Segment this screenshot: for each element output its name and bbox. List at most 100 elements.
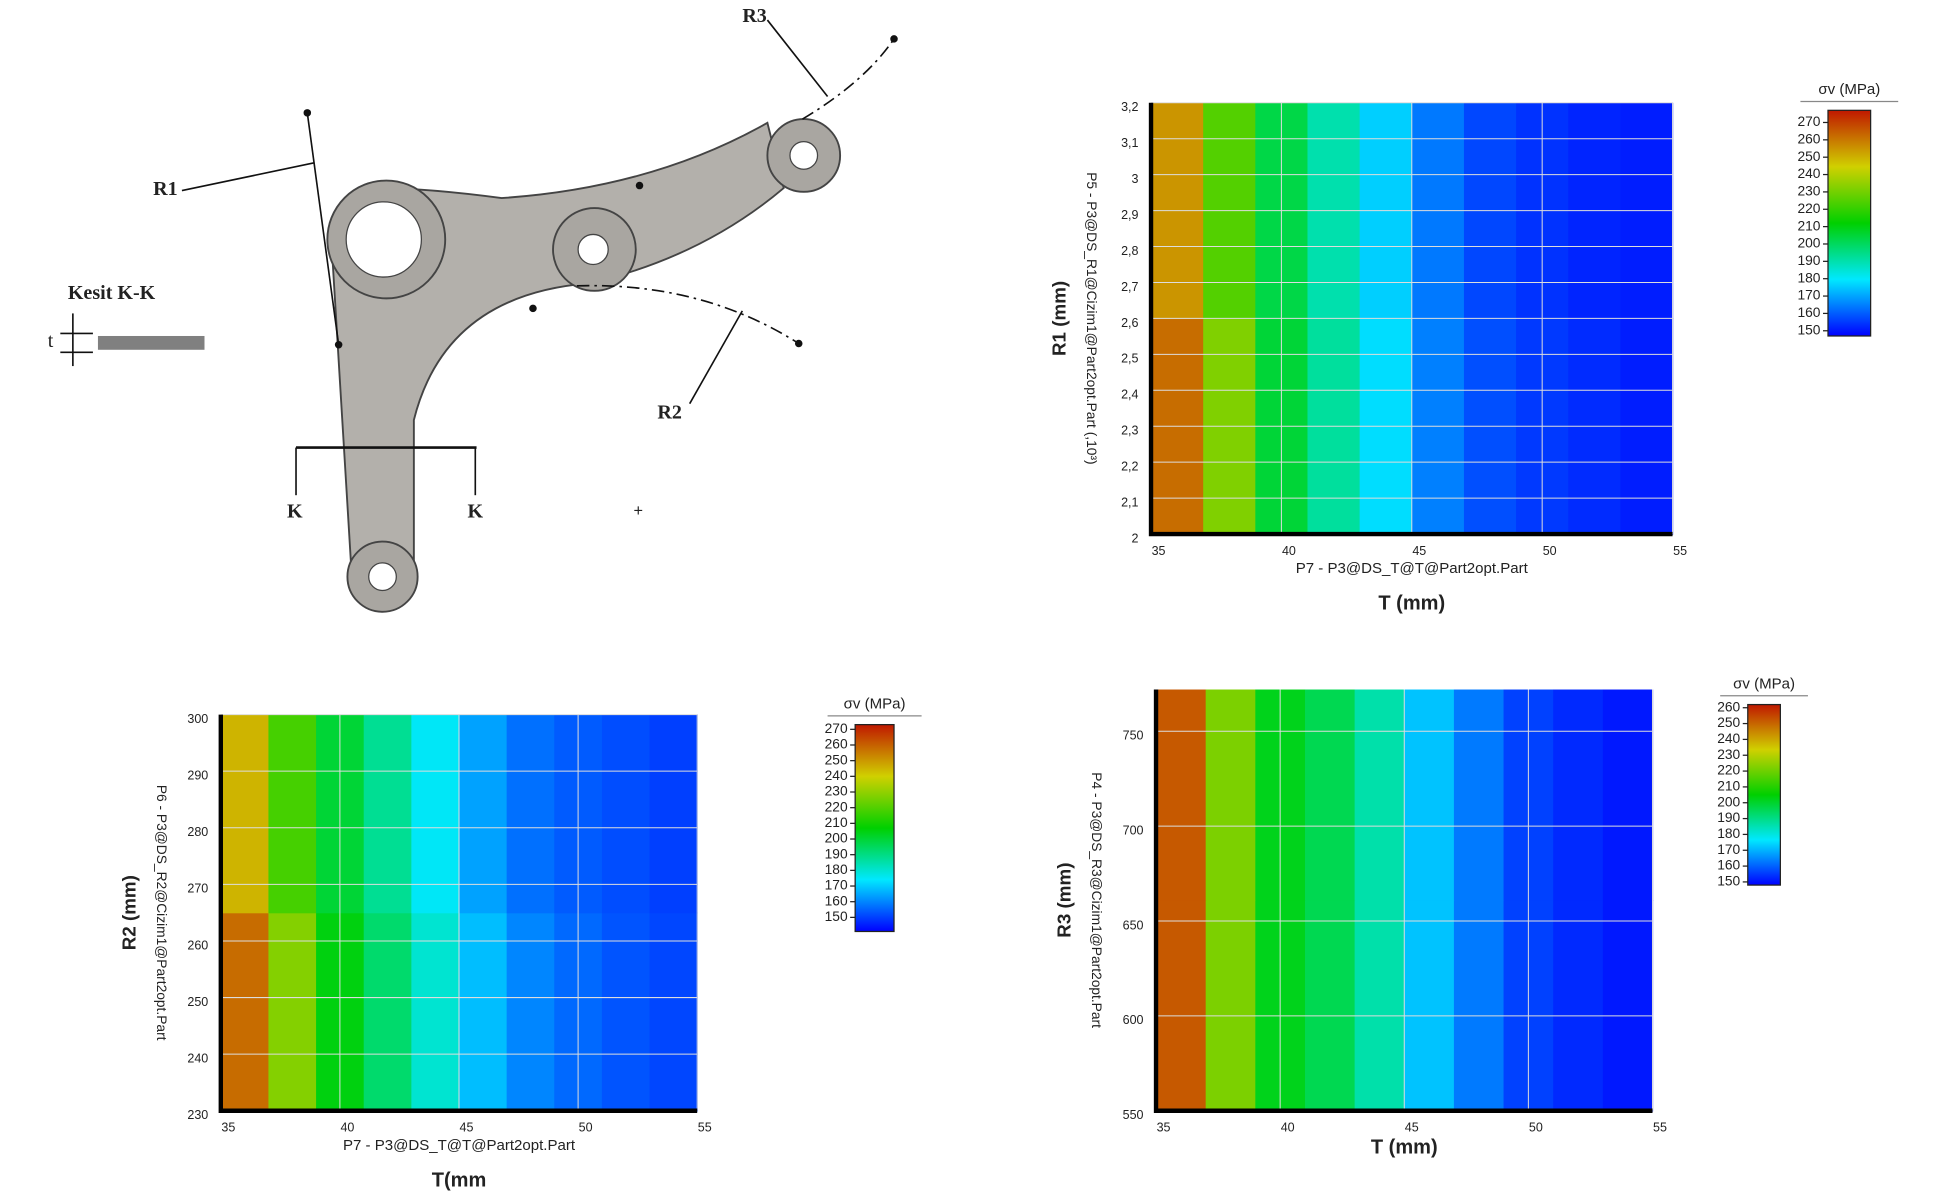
y-tick-label: 2,2	[1121, 460, 1138, 474]
heat-cell	[1454, 900, 1504, 1111]
heat-cell	[1206, 900, 1256, 1111]
x-axis-sublabel: P7 - P3@DS_T@T@Part2opt.Part	[1296, 560, 1529, 577]
y-tick-label: 3,2	[1121, 100, 1138, 114]
y-tick-label: 280	[187, 825, 208, 839]
thickness-label: t	[48, 330, 54, 352]
x-tick-label: 50	[579, 1121, 593, 1135]
y-tick-label: 2,9	[1121, 208, 1138, 222]
x-tick-label: 35	[1152, 544, 1166, 558]
x-tick-label: 50	[1543, 544, 1557, 558]
heat-cell	[507, 715, 555, 914]
x-axis-sublabel: P7 - P3@DS_T@T@Part2opt.Part	[343, 1137, 576, 1154]
heat-cell	[1305, 690, 1355, 901]
heatmap-chart: 354045505522,12,22,32,42,52,62,72,82,933…	[1049, 81, 1898, 614]
y-axis-sublabel: P6 - P3@DS_R2@Cizim1@Part2opt.Part	[154, 785, 169, 1041]
heat-cell	[364, 913, 412, 1112]
colorbar-tick-label: 230	[1797, 184, 1820, 199]
colorbar-tick-label: 150	[1717, 874, 1740, 889]
colorbar-tick-label: 260	[1717, 699, 1740, 714]
x-tick-label: 45	[1412, 544, 1426, 558]
colorbar-tick-label: 250	[1717, 715, 1740, 730]
colorbar-tick-label: 150	[825, 909, 848, 924]
y-axis-sublabel: P4 - P3@DS_R3@Cizim1@Part2opt.Part	[1089, 772, 1104, 1028]
colorbar-tick-label: 150	[1797, 322, 1820, 337]
heat-cell	[1553, 690, 1603, 901]
y-tick-label: 2,7	[1121, 280, 1138, 294]
y-axis-label: R1 (mm)	[1049, 281, 1070, 356]
y-axis-label: R2 (mm)	[119, 875, 140, 950]
colorbar-tick-label: 220	[825, 799, 848, 814]
y-tick-label: 2,5	[1121, 352, 1138, 366]
colorbar-tick-label: 200	[825, 831, 848, 846]
x-tick-label: 40	[1282, 544, 1296, 558]
label-k: K	[287, 500, 303, 522]
colorbar-title: σv (MPa)	[1733, 675, 1795, 692]
heat-cell	[1206, 690, 1256, 901]
colorbar-tick-label: 170	[1717, 842, 1740, 857]
heat-cell	[650, 913, 698, 1112]
x-tick-label: 35	[221, 1121, 235, 1135]
x-axis-label: T(mm	[432, 1169, 487, 1191]
heat-cell	[268, 913, 316, 1112]
colorbar-tick-label: 210	[1797, 218, 1820, 233]
y-tick-label: 300	[187, 712, 208, 726]
y-tick-label: 600	[1123, 1013, 1144, 1027]
colorbar-tick-label: 190	[1797, 253, 1820, 268]
colorbar-tick-label: 170	[825, 878, 848, 893]
y-tick-label: 2,1	[1121, 495, 1138, 509]
x-tick-label: 40	[1281, 1121, 1295, 1135]
x-axis-label: T (mm)	[1378, 593, 1445, 615]
heat-cell	[1156, 690, 1206, 901]
colorbar-tick-label: 250	[1797, 149, 1820, 164]
colorbar-tick-label: 160	[825, 893, 848, 908]
y-tick-label: 2	[1132, 531, 1139, 545]
colorbar	[1748, 705, 1781, 886]
y-tick-label: 270	[187, 882, 208, 896]
colorbar-tick-label: 210	[1717, 779, 1740, 794]
colorbar-tick-label: 240	[825, 768, 848, 783]
heat-cell	[221, 913, 269, 1112]
x-tick-label: 55	[1653, 1121, 1667, 1135]
label-r1: R1	[153, 178, 178, 200]
x-tick-label: 45	[1405, 1121, 1419, 1135]
colorbar-tick-label: 240	[1717, 731, 1740, 746]
colorbar-tick-label: 250	[825, 752, 848, 767]
heat-cell	[650, 715, 698, 914]
colorbar-tick-label: 260	[825, 737, 848, 752]
y-tick-label: 700	[1123, 823, 1144, 837]
y-axis-sublabel: P5 - P3@DS_R1@Cizim1@Part2opt.Part (,10³…	[1084, 172, 1099, 464]
heat-cell	[459, 715, 507, 914]
colorbar-tick-label: 220	[1717, 763, 1740, 778]
label-r3: R3	[742, 5, 767, 27]
y-tick-label: 3,1	[1121, 136, 1138, 150]
y-tick-label: 2,8	[1121, 244, 1138, 258]
y-tick-label: 3	[1132, 172, 1139, 186]
colorbar	[1828, 110, 1871, 336]
colorbar-tick-label: 160	[1717, 858, 1740, 873]
colorbar-tick-label: 270	[825, 721, 848, 736]
colorbar-tick-label: 230	[1717, 747, 1740, 762]
colorbar-tick-label: 180	[825, 862, 848, 877]
y-tick-label: 260	[187, 938, 208, 952]
colorbar-tick-label: 180	[1797, 270, 1820, 285]
heat-cell	[364, 715, 412, 914]
heat-cell	[1603, 690, 1653, 901]
heat-cell	[602, 913, 650, 1112]
heat-cell	[221, 715, 269, 914]
colorbar-title: σv (MPa)	[844, 696, 906, 713]
y-tick-label: 230	[187, 1108, 208, 1122]
colorbar-tick-label: 180	[1717, 826, 1740, 841]
colorbar-tick-label: 170	[1797, 288, 1820, 303]
y-tick-label: 550	[1123, 1108, 1144, 1122]
heat-cell	[1305, 900, 1355, 1111]
colorbar-tick-label: 160	[1797, 305, 1820, 320]
heat-cell	[459, 913, 507, 1112]
heat-cell	[507, 913, 555, 1112]
colorbar-tick-label: 190	[1717, 810, 1740, 825]
y-tick-label: 250	[187, 995, 208, 1009]
colorbar-title: σv (MPa)	[1818, 81, 1880, 98]
heat-cell	[1404, 900, 1454, 1111]
label-k: K	[467, 500, 483, 522]
